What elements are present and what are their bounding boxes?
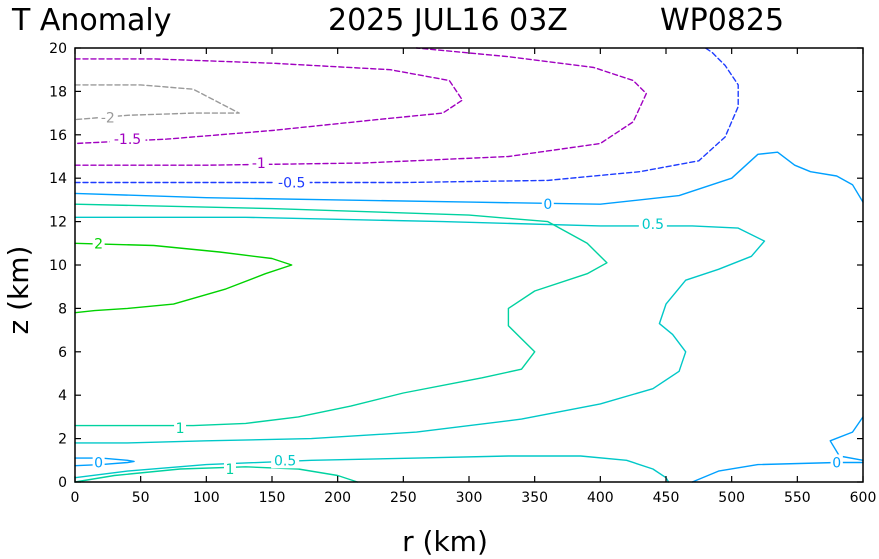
contour-line: [74, 84, 240, 121]
contour-label: -1.5: [114, 132, 141, 148]
contour-label-bg: [273, 174, 310, 191]
x-tick-label: 0: [71, 490, 80, 506]
y-tick-label: 2: [58, 432, 67, 448]
x-tick-label: 550: [784, 490, 811, 506]
contour-line: [74, 58, 464, 145]
contour-line: [74, 47, 647, 166]
contour-line: [829, 416, 864, 461]
contour-line: [74, 242, 293, 314]
x-tick-label: 400: [587, 490, 614, 506]
x-tick-label: 350: [521, 490, 548, 506]
x-tick-label: 600: [850, 490, 877, 506]
contour-label: 0: [832, 455, 841, 471]
x-tick-label: 100: [193, 490, 220, 506]
contour-line: [74, 47, 739, 184]
contour-label: 1: [226, 462, 235, 478]
contour-line: [74, 455, 670, 483]
contour-label: 0: [543, 197, 552, 213]
x-tick-label: 300: [456, 490, 483, 506]
y-tick-label: 8: [58, 301, 67, 317]
contour-label: -2: [101, 110, 115, 126]
title-variable: T Anomaly: [11, 3, 171, 38]
contour-line: [691, 461, 864, 483]
x-axis-title: r (km): [402, 525, 488, 558]
x-axis-ticks: 0 50 100 150 200 250 300 350 400 450 500 550 600: [71, 48, 877, 506]
contour-label-bg: [97, 109, 118, 126]
y-tick-label: 18: [49, 84, 67, 100]
contour-label: -1: [252, 156, 266, 172]
contour-label: 0.5: [642, 217, 664, 233]
y-tick-label: 6: [58, 345, 67, 361]
contour-line: [74, 216, 766, 444]
x-tick-label: 200: [324, 490, 351, 506]
contour-label-bg: [92, 235, 105, 252]
y-tick-label: 10: [49, 258, 67, 274]
title-storm-id: WP0825: [660, 3, 784, 38]
x-tick-label: 150: [259, 490, 286, 506]
contour-line: [74, 151, 864, 205]
y-tick-label: 20: [49, 41, 67, 57]
y-tick-label: 4: [58, 388, 67, 404]
contour-label-bg: [92, 454, 105, 471]
y-tick-label: 14: [49, 171, 67, 187]
contour-line: [74, 466, 359, 483]
contour-line: [74, 203, 608, 427]
y-tick-label: 0: [58, 475, 67, 491]
title-datetime: 2025 JUL16 03Z: [328, 3, 568, 38]
contour-label: -0.5: [278, 176, 305, 192]
y-tick-label: 16: [49, 128, 67, 144]
contour-label-bg: [271, 452, 300, 469]
contour-label: 2: [94, 236, 103, 252]
contour-label-bg: [541, 196, 554, 213]
y-tick-label: 12: [49, 215, 67, 231]
x-tick-label: 450: [653, 490, 680, 506]
x-tick-label: 50: [132, 490, 150, 506]
contour-label-bg: [223, 460, 236, 477]
x-tick-label: 250: [390, 490, 417, 506]
contour-label-bg: [638, 215, 667, 232]
contour-label: 0: [94, 455, 103, 471]
contour-label-bg: [109, 131, 146, 148]
y-axis-title: z (km): [2, 246, 35, 335]
contour-label-bg: [248, 155, 269, 172]
contour-label-bg: [830, 454, 843, 471]
x-tick-label: 500: [718, 490, 745, 506]
contour-label-bg: [174, 419, 187, 436]
contour-label: 1: [176, 421, 185, 437]
contour-label: 0.5: [274, 453, 296, 469]
contour-layer: [74, 47, 864, 483]
